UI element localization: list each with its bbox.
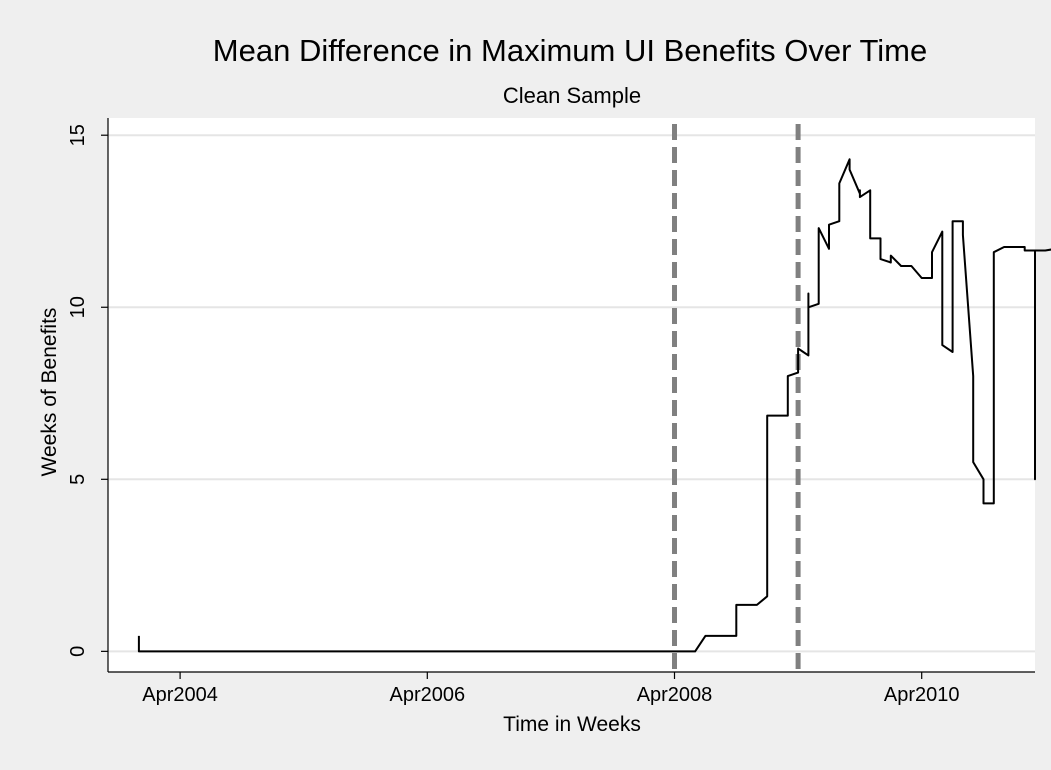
y-tick-label-15: 15	[67, 124, 89, 146]
plot-area	[108, 118, 1035, 672]
series-line-1	[137, 158, 1051, 653]
series-layer	[137, 158, 1051, 653]
y-tick-label-0: 0	[67, 646, 89, 657]
y-tick-label-10: 10	[67, 296, 89, 318]
chart-title: Mean Difference in Maximum UI Benefits O…	[213, 33, 927, 68]
x-axis-label: Time in Weeks	[503, 713, 641, 736]
y-axis-label: Weeks of Benefits	[38, 308, 61, 477]
y-tick-label-5: 5	[67, 474, 89, 485]
chart-subtitle: Clean Sample	[503, 83, 641, 108]
x-tick-label-Apr2004: Apr2004	[142, 684, 218, 706]
x-tick-label-Apr2006: Apr2006	[389, 684, 465, 706]
tick-labels: 0 5 10 15 Apr2004 Apr2006 Apr2008 Apr2010	[67, 124, 960, 706]
x-tick-label-Apr2010: Apr2010	[884, 684, 960, 706]
x-tick-label-Apr2008: Apr2008	[637, 684, 713, 706]
axes	[101, 118, 1035, 679]
